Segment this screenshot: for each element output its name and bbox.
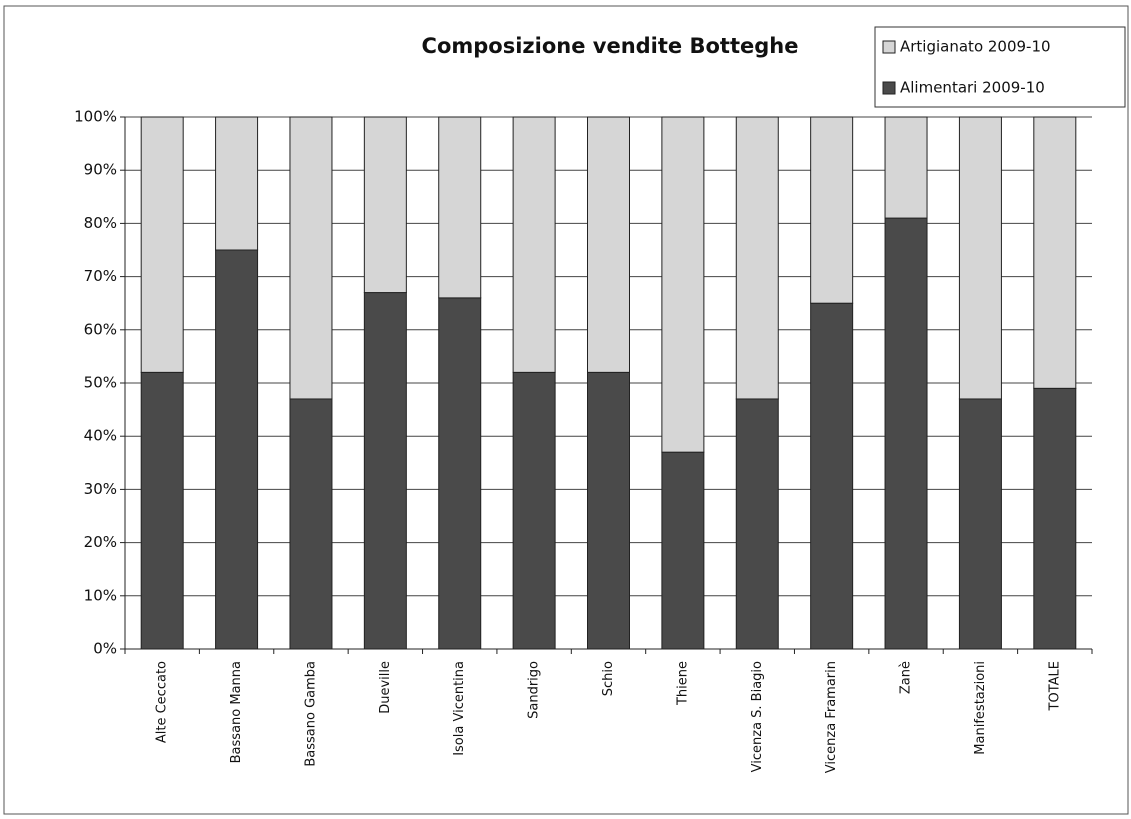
legend-box [874,26,1126,108]
bar-segment [512,371,556,650]
bar-segment [363,116,407,294]
bar-segment [512,116,556,373]
bar-segment [438,297,482,650]
bar-segment [1033,387,1077,650]
legend-swatch [882,40,896,54]
bar-segment [735,398,779,650]
x-tick-label: Vicenza Framarin [824,661,839,773]
y-tick-label: 70% [84,267,117,285]
legend-label: Alimentari 2009-10 [900,79,1045,97]
chart-title: Composizione vendite Botteghe [422,34,799,58]
legend-swatch [882,81,896,95]
y-tick-label: 90% [84,161,117,179]
bar-segment [289,398,333,650]
x-tick-label: Zanè [899,661,914,694]
y-tick-label: 20% [84,533,117,551]
x-tick-label: Vicenza S. Biagio [750,661,765,772]
bar-segment [958,116,1002,400]
bar-segment [958,398,1002,650]
x-tick-label: Thiene [675,661,690,706]
y-tick-label: 50% [84,374,117,392]
bar-segment [735,116,779,400]
x-tick-label: Isola Vicentina [452,661,467,756]
y-tick-label: 60% [84,320,117,338]
bar-segment [363,292,407,650]
bar-segment [587,116,630,373]
x-tick-label: Bassano Gamba [303,661,318,767]
x-tick-label: Bassano Manna [229,661,244,763]
y-tick-label: 30% [84,480,117,498]
legend-label: Artigianato 2009-10 [900,38,1051,56]
y-tick-label: 40% [84,427,117,445]
chart-frame [3,5,1129,815]
bar-segment [140,116,184,373]
y-tick-label: 10% [84,586,117,604]
x-tick-label: Dueville [378,661,393,714]
x-tick-label: Sandrigo [527,661,542,719]
bar-segment [140,371,184,650]
bar-segment [587,371,630,650]
bar-segment [289,116,333,400]
x-tick-label: Manifestazioni [973,661,988,755]
bar-segment [661,116,705,453]
bar-segment [215,249,259,650]
bar-segment [661,451,705,650]
x-tick-label: Schio [601,661,616,696]
bar-segment [1033,116,1077,389]
bar-segment [884,217,928,650]
bar-segment [810,302,854,650]
bar-segment [810,116,854,304]
y-tick-label: 80% [84,214,117,232]
bar-segment [884,116,928,219]
y-tick-label: 100% [74,108,117,126]
bar-segment [215,116,259,251]
x-tick-label: Alte Ceccato [155,661,170,743]
x-tick-label: TOTALE [1047,661,1062,711]
bar-segment [438,116,482,299]
y-tick-label: 0% [93,640,117,658]
